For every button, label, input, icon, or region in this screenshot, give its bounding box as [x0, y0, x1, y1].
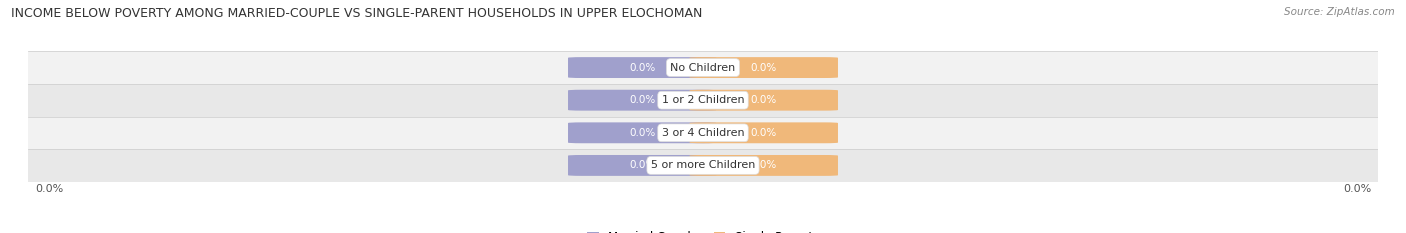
FancyBboxPatch shape	[689, 57, 838, 78]
FancyBboxPatch shape	[568, 122, 717, 143]
Text: 1 or 2 Children: 1 or 2 Children	[662, 95, 744, 105]
FancyBboxPatch shape	[689, 122, 838, 143]
Text: 0.0%: 0.0%	[35, 184, 63, 194]
FancyBboxPatch shape	[568, 57, 717, 78]
Text: 0.0%: 0.0%	[751, 161, 778, 170]
Text: 0.0%: 0.0%	[628, 161, 655, 170]
Text: 3 or 4 Children: 3 or 4 Children	[662, 128, 744, 138]
Bar	[28, 84, 1378, 116]
Text: 0.0%: 0.0%	[628, 95, 655, 105]
Bar	[28, 149, 1378, 182]
Bar	[28, 116, 1378, 149]
Text: 0.0%: 0.0%	[751, 95, 778, 105]
Text: 0.0%: 0.0%	[751, 128, 778, 138]
Legend: Married Couples, Single Parents: Married Couples, Single Parents	[586, 231, 820, 233]
Text: No Children: No Children	[671, 63, 735, 72]
FancyBboxPatch shape	[568, 90, 717, 111]
Text: 0.0%: 0.0%	[1343, 184, 1371, 194]
FancyBboxPatch shape	[568, 155, 717, 176]
Text: Source: ZipAtlas.com: Source: ZipAtlas.com	[1284, 7, 1395, 17]
Text: 0.0%: 0.0%	[628, 63, 655, 72]
Text: 0.0%: 0.0%	[751, 63, 778, 72]
Text: INCOME BELOW POVERTY AMONG MARRIED-COUPLE VS SINGLE-PARENT HOUSEHOLDS IN UPPER E: INCOME BELOW POVERTY AMONG MARRIED-COUPL…	[11, 7, 703, 20]
FancyBboxPatch shape	[689, 90, 838, 111]
Bar	[28, 51, 1378, 84]
FancyBboxPatch shape	[689, 155, 838, 176]
Text: 5 or more Children: 5 or more Children	[651, 161, 755, 170]
Text: 0.0%: 0.0%	[628, 128, 655, 138]
